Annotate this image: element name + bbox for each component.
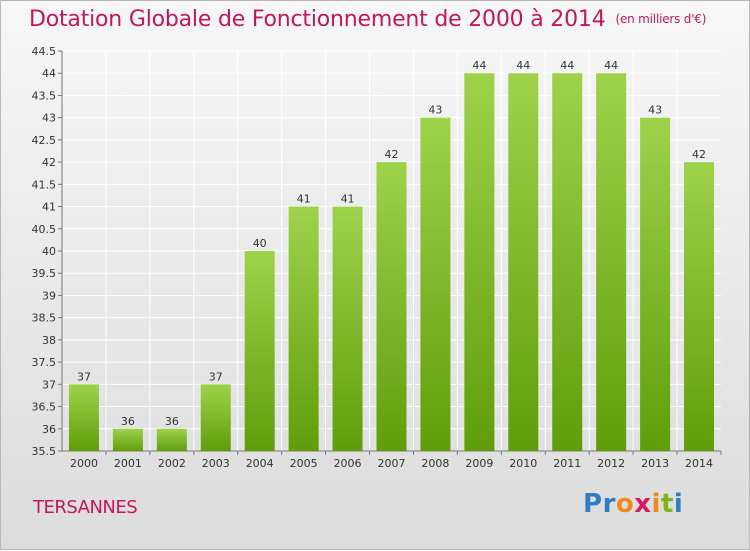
- bar-2002: [156, 428, 187, 451]
- y-tick-label: 38.5: [32, 312, 57, 325]
- x-tick-label-2000: 2000: [70, 457, 98, 470]
- bar-2014: [684, 162, 715, 451]
- bar-2013: [640, 117, 671, 452]
- bar-2006: [332, 206, 363, 451]
- y-tick-label: 40.5: [32, 223, 57, 236]
- x-tick-label-2009: 2009: [465, 457, 493, 470]
- y-tick-label: 36.5: [32, 401, 57, 414]
- data-label-2003: 37: [209, 370, 223, 383]
- x-tick-label-2003: 2003: [202, 457, 230, 470]
- y-tick-label: 42: [42, 156, 56, 169]
- bar-2008: [420, 117, 451, 452]
- data-label-2005: 41: [297, 193, 311, 206]
- y-tick-label: 39: [42, 289, 56, 302]
- x-tick-label-2007: 2007: [378, 457, 406, 470]
- y-tick-label: 40: [42, 245, 56, 258]
- bar-2005: [288, 206, 319, 451]
- bar-2012: [596, 73, 627, 451]
- bar-2000: [68, 384, 99, 451]
- data-label-2009: 44: [472, 59, 486, 72]
- x-tick-label-2001: 2001: [114, 457, 142, 470]
- y-tick-label: 44.5: [32, 45, 57, 58]
- labels: 35.5 36 36.5 37 37.5 38 38.5 39 39.5 40 40.5 41 41.5…: [32, 45, 714, 470]
- x-tick-label-2010: 2010: [509, 457, 537, 470]
- proxiti-logo: Proxiti: [583, 489, 684, 519]
- bar-2009: [464, 73, 495, 451]
- data-label-2006: 41: [341, 193, 355, 206]
- chart-title: Dotation Globale de Fonctionnement de 20…: [29, 7, 706, 32]
- y-tick-label: 35.5: [32, 445, 57, 458]
- bar-2003: [200, 384, 231, 451]
- commune-name: TERSANNES: [33, 497, 138, 518]
- data-label-2010: 44: [516, 59, 530, 72]
- data-label-2002: 36: [165, 415, 179, 428]
- bar-2010: [508, 73, 539, 451]
- x-tick-label-2013: 2013: [641, 457, 669, 470]
- data-label-2013: 43: [648, 104, 662, 117]
- data-label-2014: 42: [692, 148, 706, 161]
- y-tick-label: 42.5: [32, 134, 57, 147]
- data-label-2001: 36: [121, 415, 135, 428]
- y-tick-label: 43: [42, 112, 56, 125]
- y-tick-label: 41.5: [32, 178, 57, 191]
- y-tick-label: 37.5: [32, 356, 57, 369]
- bars: [68, 73, 715, 452]
- data-label-2008: 43: [428, 104, 442, 117]
- x-tick-label-2014: 2014: [685, 457, 713, 470]
- y-tick-label: 39.5: [32, 267, 57, 280]
- y-tick-label: 44: [42, 67, 56, 80]
- x-tick-label-2005: 2005: [290, 457, 318, 470]
- y-tick-label: 38: [42, 334, 56, 347]
- chart-unit: (en milliers d'€): [615, 12, 707, 26]
- x-tick-label-2004: 2004: [246, 457, 274, 470]
- x-tick-label-2012: 2012: [597, 457, 625, 470]
- data-label-2011: 44: [560, 59, 574, 72]
- bar-2004: [244, 251, 275, 451]
- x-tick-label-2008: 2008: [421, 457, 449, 470]
- chart-title-text: Dotation Globale de Fonctionnement de 20…: [29, 7, 606, 32]
- data-label-2000: 37: [77, 370, 91, 383]
- x-tick-label-2011: 2011: [553, 457, 581, 470]
- data-label-2012: 44: [604, 59, 618, 72]
- bar-2007: [376, 162, 407, 451]
- bar-2011: [552, 73, 583, 451]
- x-tick-label-2006: 2006: [334, 457, 362, 470]
- y-tick-label: 41: [42, 201, 56, 214]
- data-label-2004: 40: [253, 237, 267, 250]
- x-tick-label-2002: 2002: [158, 457, 186, 470]
- bar-2001: [112, 428, 143, 451]
- data-label-2007: 42: [385, 148, 399, 161]
- y-tick-label: 37: [42, 378, 56, 391]
- y-tick-label: 36: [42, 423, 56, 436]
- y-tick-label: 43.5: [32, 89, 57, 102]
